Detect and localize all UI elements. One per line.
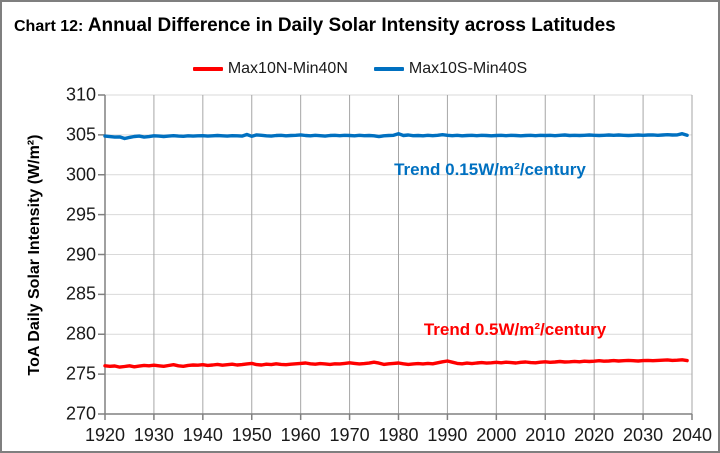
y-tick-label: 295 [65, 204, 96, 225]
y-tick-label: 275 [65, 363, 96, 384]
legend-item-max10s-min40s[interactable]: Max10S-Min40S [373, 60, 528, 78]
legend-label: Max10S-Min40S [408, 60, 528, 77]
trend-annotation: Trend 0.15W/m²/century [394, 160, 586, 179]
x-tick-label: 1930 [133, 425, 174, 445]
chart-legend: Max10N-Min40N Max10S-Min40S [2, 60, 718, 78]
legend-item-max10n-min40n[interactable]: Max10N-Min40N [192, 60, 348, 78]
x-tick-label: 2000 [476, 425, 517, 445]
x-tick-label: 1990 [427, 425, 468, 445]
chart-title-prefix: Chart 12: [14, 18, 84, 35]
y-tick-label: 310 [65, 84, 96, 105]
x-tick-label: 2010 [525, 425, 566, 445]
y-tick-label: 305 [65, 124, 96, 145]
x-tick-label: 1970 [329, 425, 370, 445]
legend-label: Max10N-Min40N [227, 60, 348, 77]
x-tick-label: 2040 [671, 425, 713, 445]
y-axis-title: ToA Daily Solar Intensity (W/m²) [26, 134, 43, 375]
x-tick-label: 2020 [574, 425, 615, 445]
x-tick-label: 1980 [378, 425, 419, 445]
x-tick-label: 1950 [231, 425, 272, 445]
legend-line-swatch [192, 67, 223, 71]
y-tick-label: 290 [65, 244, 96, 264]
y-tick-label: 285 [65, 283, 96, 304]
y-tick-label: 300 [65, 164, 96, 185]
chart-title-main: Annual Difference in Daily Solar Intensi… [87, 15, 616, 36]
chart-title: Chart 12: Annual Difference in Daily Sol… [14, 15, 616, 37]
x-tick-label: 1920 [84, 425, 126, 445]
series-line-max10n-min40n [103, 358, 689, 369]
trend-annotation: Trend 0.5W/m²/century [423, 320, 607, 339]
y-tick-label: 280 [65, 323, 96, 344]
x-tick-label: 2030 [623, 425, 664, 445]
x-tick-label: 1940 [182, 425, 223, 445]
legend-line-swatch [373, 67, 404, 71]
series-line-max10s-min40s [103, 131, 689, 141]
x-tick-label: 1960 [280, 425, 321, 445]
y-tick-label: 270 [65, 403, 96, 424]
